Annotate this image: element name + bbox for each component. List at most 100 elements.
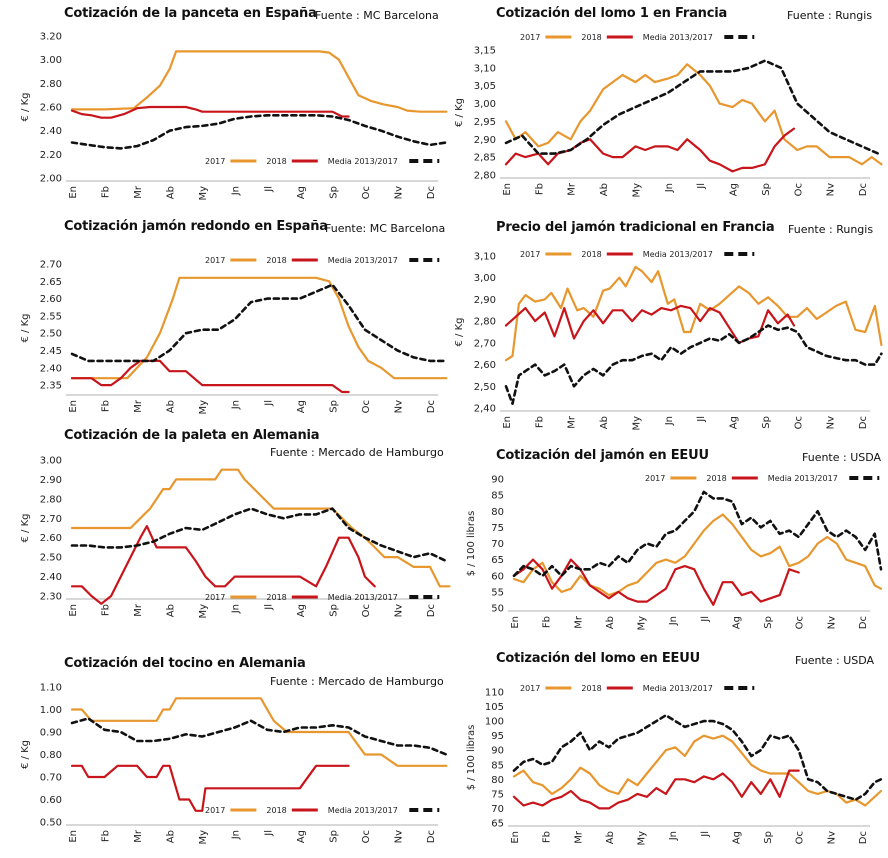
x-tick-label: Jn (668, 616, 679, 626)
x-tick-label: Ag (729, 416, 740, 429)
x-tick-label: En (502, 416, 513, 429)
y-tick-label: 2,95 (474, 117, 496, 128)
legend-label: Media 2013/2017 (643, 33, 713, 42)
x-tick-label: En (68, 604, 79, 617)
chart-c8: 65 70 75 80 85 90 95 100 105 110 $ / 100 libras En F… (466, 684, 883, 846)
y-tick-label: 55 (491, 587, 504, 598)
y-tick-label: 3.00 (40, 55, 62, 66)
x-tick-label: Ag (296, 400, 307, 413)
x-tick-label: Dc (426, 830, 437, 843)
series-line-2018 (512, 769, 800, 810)
x-tick-label: Nv (826, 616, 837, 629)
x-tick-label: Nv (393, 830, 404, 843)
series-line-2017 (504, 265, 883, 362)
series-line-2018 (512, 558, 800, 606)
y-tick-label: 75 (491, 789, 504, 800)
y-tick-label: 2,85 (474, 153, 496, 164)
y-tick-label: 90 (491, 746, 504, 757)
series-line-2017 (70, 468, 451, 588)
y-tick-label: 2.60 (40, 294, 62, 305)
series-line-2017 (70, 276, 448, 380)
legend-label: Media 2013/2017 (328, 806, 398, 815)
legend-label: 2017 (520, 684, 540, 693)
chart-source: Fuente : Mercado de Hamburgo (270, 675, 444, 688)
legend-label: 2018 (266, 157, 286, 166)
y-tick-label: 2,70 (474, 338, 496, 349)
x-tick-label: Ab (166, 400, 177, 413)
x-tick-label: Sp (763, 616, 774, 629)
x-tick-label: Mr (573, 830, 584, 844)
x-tick-label: Dc (426, 604, 437, 617)
series-line-2018 (70, 105, 350, 119)
y-tick-label: 2.50 (40, 329, 62, 340)
x-tick-label: Ab (166, 186, 177, 199)
y-tick-label: 2.45 (40, 346, 62, 357)
y-tick-label: 85 (491, 760, 504, 771)
x-tick-label: Oc (361, 604, 372, 617)
x-tick-label: My (198, 400, 209, 415)
legend-label: 2017 (520, 250, 540, 259)
x-tick-label: My (631, 183, 642, 198)
y-tick-label: 85 (491, 491, 504, 502)
y-tick-label: 0.50 (40, 818, 62, 829)
y-tick-label: 2.40 (40, 572, 62, 583)
x-tick-label: Jl (696, 183, 707, 190)
y-tick-label: 2,50 (474, 382, 496, 393)
legend-label: 2017 (645, 474, 665, 483)
x-tick-label: Jn (668, 831, 679, 841)
chart-panel-c1: 2.00 2.20 2.40 2.60 2.80 3.00 3.20 € / Kg En Fb Mr… (10, 0, 448, 212)
x-tick-label: Jn (231, 186, 242, 196)
chart-title: Cotización de la paleta en Alemania (64, 428, 320, 443)
chart-title: Cotización del tocino en Alemania (64, 656, 306, 671)
series-line-media (504, 324, 883, 405)
legend-label: 2018 (266, 256, 286, 265)
y-tick-label: 2.70 (40, 260, 62, 271)
y-tick-label: 105 (485, 702, 504, 713)
y-tick-label: 70 (491, 804, 504, 815)
y-tick-label: 2.55 (40, 311, 62, 322)
x-tick-label: My (631, 416, 642, 431)
x-tick-label: Dc (426, 186, 437, 199)
x-tick-label: Sp (328, 604, 339, 617)
y-tick-label: 2.30 (40, 592, 62, 603)
legend-label: 2017 (205, 593, 225, 602)
legend-label: Media 2013/2017 (643, 250, 713, 259)
chart-c2: 2,80 2,85 2,90 2,95 3,00 3,05 3,10 3,15 € / Kg En… (454, 33, 883, 198)
y-tick-label: 65 (491, 555, 504, 566)
x-tick-label: Mr (567, 415, 578, 429)
legend-label: Media 2013/2017 (328, 256, 398, 265)
legend-label: 2018 (581, 33, 601, 42)
y-tick-label: 2,60 (474, 360, 496, 371)
chart-source: Fuente : Rungis (787, 9, 873, 22)
chart-panel-c5: 2.30 2.40 2.50 2.60 2.70 2.80 2.90 3.00 € / Kg En… (10, 424, 451, 639)
chart-title: Cotización del lomo 1 en Francia (496, 6, 728, 21)
x-tick-label: My (198, 830, 209, 845)
y-tick-label: 70 (491, 539, 504, 550)
legend-label: Media 2013/2017 (328, 157, 398, 166)
chart-title: Cotización del jamón en EEUU (496, 448, 709, 463)
y-tick-label: 60 (491, 571, 504, 582)
legend-label: 2017 (205, 806, 225, 815)
x-tick-label: Fb (542, 831, 553, 843)
x-tick-label: Jn (231, 400, 242, 410)
x-tick-label: My (198, 604, 209, 619)
x-tick-label: Jl (700, 831, 711, 838)
chart-c1: 2.00 2.20 2.40 2.60 2.80 3.00 3.20 € / Kg En Fb Mr… (20, 32, 448, 201)
x-tick-label: Dc (426, 400, 437, 413)
y-tick-label: 3.00 (40, 456, 62, 467)
x-tick-label: Fb (101, 604, 112, 616)
series-line-2017 (70, 697, 448, 767)
y-tick-label: 3.20 (40, 32, 62, 43)
x-tick-label: Ab (166, 830, 177, 843)
x-tick-label: Dc (858, 183, 869, 196)
chart-source: Fuente : USDA (802, 451, 882, 464)
y-axis-label: $ / 100 libras (466, 511, 477, 577)
series-line-2017 (512, 513, 883, 597)
x-tick-label: Nv (826, 183, 837, 196)
chart-c5: 2.30 2.40 2.50 2.60 2.70 2.80 2.90 3.00 € / Kg En… (20, 456, 451, 619)
y-tick-label: 1.10 (40, 683, 62, 694)
x-tick-label: Mr (567, 182, 578, 196)
x-tick-label: Ab (605, 831, 616, 844)
y-axis-label: € / Kg (454, 318, 465, 347)
chart-title: Precio del jamón tradicional en Francia (496, 220, 775, 235)
